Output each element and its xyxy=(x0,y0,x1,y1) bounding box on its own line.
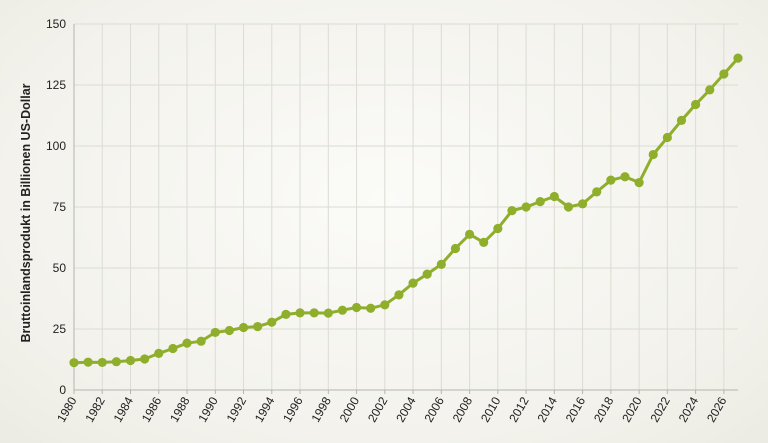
data-point xyxy=(281,309,291,319)
x-tick-label: 1994 xyxy=(252,394,278,424)
data-point xyxy=(394,290,404,300)
x-tick-label: 2022 xyxy=(647,394,673,424)
data-point xyxy=(535,197,545,207)
x-tick-label: 2010 xyxy=(478,394,504,424)
data-point xyxy=(479,237,489,247)
data-point xyxy=(493,223,503,234)
data-point xyxy=(719,69,729,79)
axes xyxy=(73,24,738,394)
data-point xyxy=(691,99,701,110)
data-point xyxy=(224,325,235,336)
x-tick-label: 1986 xyxy=(139,394,165,424)
x-tick-label: 2000 xyxy=(337,394,363,424)
x-tick-label: 1980 xyxy=(54,394,80,424)
data-point xyxy=(592,187,602,197)
data-point xyxy=(366,303,376,313)
x-tick-label: 2024 xyxy=(676,394,702,424)
data-point xyxy=(563,202,574,212)
y-axis-tick-labels: 0 25 50 75 100 125 150 xyxy=(46,17,66,397)
data-point xyxy=(154,348,164,358)
data-point xyxy=(182,338,192,348)
data-point xyxy=(140,354,150,364)
x-tick-label: 1990 xyxy=(195,394,221,424)
y-tick-label: 25 xyxy=(53,322,67,336)
y-tick-label: 125 xyxy=(46,78,66,92)
data-point xyxy=(351,302,362,313)
series-path xyxy=(73,57,740,365)
data-point xyxy=(620,172,630,182)
data-point xyxy=(238,322,249,333)
x-tick-label: 1982 xyxy=(82,394,108,424)
x-tick-label: 2016 xyxy=(563,394,589,424)
x-tick-label: 2014 xyxy=(534,394,560,424)
data-point xyxy=(450,243,461,254)
x-tick-label: 2026 xyxy=(704,394,730,424)
x-tick-label: 2018 xyxy=(591,394,617,424)
data-point xyxy=(267,317,277,327)
data-point xyxy=(295,308,305,318)
data-point xyxy=(648,149,658,160)
grid xyxy=(73,23,738,391)
data-point xyxy=(125,355,136,366)
data-point xyxy=(97,357,107,368)
data-point xyxy=(464,229,475,239)
x-tick-label: 2012 xyxy=(506,394,532,424)
x-tick-label: 2020 xyxy=(619,394,645,424)
data-point xyxy=(436,259,446,269)
data-point xyxy=(253,321,263,332)
data-point xyxy=(408,278,418,288)
data-points xyxy=(69,53,743,368)
data-point xyxy=(422,269,432,279)
data-point xyxy=(111,357,121,367)
x-tick-label: 1984 xyxy=(111,394,137,424)
x-tick-label: 2004 xyxy=(393,394,419,424)
y-tick-label: 50 xyxy=(53,261,67,275)
y-tick-label: 150 xyxy=(46,17,66,31)
data-point xyxy=(705,85,715,95)
x-tick-label: 1996 xyxy=(280,394,306,424)
y-tick-label: 100 xyxy=(46,139,66,153)
data-point xyxy=(507,206,517,216)
data-point xyxy=(733,53,743,63)
data-point xyxy=(196,336,206,346)
data-point xyxy=(69,358,79,368)
data-point xyxy=(309,308,319,318)
x-tick-label: 1992 xyxy=(224,394,250,424)
data-point xyxy=(337,305,348,315)
y-tick-label: 0 xyxy=(59,383,66,397)
data-point xyxy=(210,327,220,338)
data-point xyxy=(676,115,687,125)
data-point xyxy=(83,357,93,367)
x-tick-label: 1988 xyxy=(167,394,193,424)
x-tick-label: 2006 xyxy=(421,394,447,424)
data-point xyxy=(168,343,178,354)
x-axis-tick-labels: 1980 1982 1984 1986 1988 1990 1992 1994 1996 1998… xyxy=(54,394,730,424)
y-tick-label: 75 xyxy=(53,200,67,214)
data-point xyxy=(323,308,333,318)
data-point xyxy=(549,191,559,202)
data-point xyxy=(634,178,644,188)
data-point xyxy=(606,175,616,185)
data-point xyxy=(577,199,588,209)
y-axis-label: Bruttoinlandsprodukt in Billionen US-Dol… xyxy=(19,83,33,342)
x-tick-label: 1998 xyxy=(308,394,334,424)
series-line xyxy=(73,57,740,365)
x-tick-label: 2002 xyxy=(365,394,391,424)
data-point xyxy=(380,300,390,310)
data-point xyxy=(662,132,672,143)
data-point xyxy=(521,202,531,212)
x-tick-label: 2008 xyxy=(450,394,476,424)
